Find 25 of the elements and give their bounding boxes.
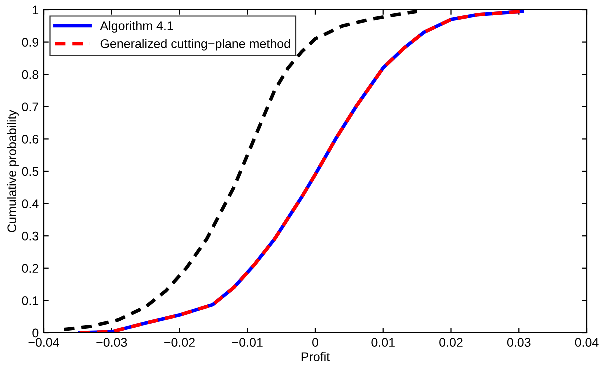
y-axis-title: Cumulative probability	[7, 110, 19, 232]
y-tick-label: 0.1	[22, 296, 39, 306]
y-tick-label: 0.5	[22, 167, 39, 176]
x-tick-label: −0.02	[164, 338, 195, 348]
y-tick-label: 0.7	[22, 102, 39, 112]
legend-label: Generalized cutting−plane method	[100, 39, 290, 51]
y-tick-label: 0.9	[22, 38, 39, 47]
x-tick-label: −0.04	[28, 338, 60, 348]
y-tick-label: 0.4	[22, 200, 39, 208]
y-tick-label: 0.3	[22, 232, 39, 241]
y-tick-label: 0.8	[22, 70, 39, 80]
x-tick-label: 0	[312, 338, 318, 348]
x-tick-label: −0.03	[96, 338, 128, 348]
x-axis-title: Profit	[302, 352, 330, 362]
y-tick-label: 0.2	[22, 264, 39, 274]
x-tick-label: 0.01	[372, 338, 395, 348]
line-series	[78, 10, 524, 333]
legend-label: Algorithm 4.1	[100, 21, 174, 33]
x-tick-label: −0.01	[232, 338, 263, 348]
x-tick-label: 0.02	[440, 338, 463, 348]
x-tick-label: 0.04	[575, 338, 599, 348]
y-tick-label: 0	[32, 328, 39, 338]
y-tick-label: 0.6	[22, 135, 39, 144]
y-tick-label: 1	[33, 6, 39, 15]
x-tick-label: 0.03	[507, 338, 531, 348]
